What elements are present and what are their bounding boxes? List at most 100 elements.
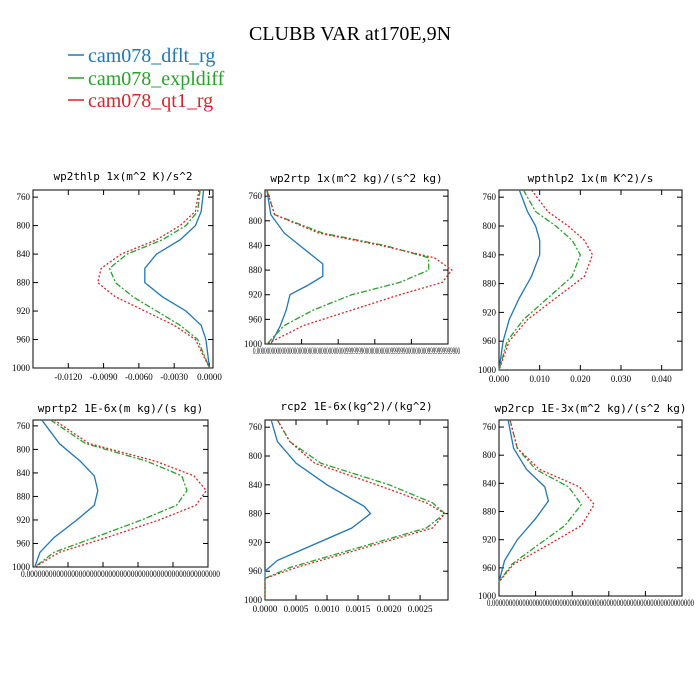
y-tick-label: 760 [249,422,263,432]
plot-frame [32,189,214,369]
series-line-cam078_qt1_rg [498,419,595,583]
series-line-cam078_qt1_rg [266,189,453,345]
series-line-cam078_dflt_rg [266,189,324,345]
y-tick-label: 760 [483,192,497,202]
x-tick-label: 0.00000000000000000000000000000000000099… [253,346,460,356]
y-tick-label: 840 [483,478,497,488]
y-tick-label: 800 [249,451,263,461]
series-line-cam078_expldiff [266,189,430,345]
y-tick-label: 960 [249,566,263,576]
legend: cam078_dflt_rg cam078_expldiff cam078_qt… [68,45,225,112]
y-tick-label: 880 [249,265,263,275]
y-tick-label: 920 [17,515,31,525]
x-tick-label: 0.020 [570,374,591,384]
y-tick-label: 760 [249,191,263,201]
panel-title: wp2rcp 1E-3x(m^2 kg)/(s^2 kg) [494,402,686,415]
y-tick-label: 840 [483,250,497,260]
series-line-cam078_qt1_rg [96,189,211,369]
y-tick-label: 920 [483,307,497,317]
series-line-cam078_expldiff [264,419,446,600]
x-tick-label: 0.0015 [346,604,371,614]
panel-0: wp2thlp 1x(m^2 K)/s^2 760 800 840 880 920 960 1… [12,170,222,382]
series-line-cam078_qt1_rg [34,419,208,568]
x-tick-label: 0.030 [611,374,632,384]
x-tick-label: -0.0060 [125,372,153,382]
y-tick-label: 960 [17,335,31,345]
series-line-cam078_expldiff [34,419,188,568]
series-line-cam078_dflt_rg [34,419,99,568]
y-tick-label: 880 [483,279,497,289]
y-tick-label: 920 [249,537,263,547]
y-tick-label: 1000 [478,365,497,375]
series-line-cam078_qt1_rg [498,189,594,371]
panel-3: wprtp2 1E-6x(m kg)/(s kg) 760 800 840 880 920… [12,402,220,579]
y-tick-label: 960 [483,336,497,346]
legend-label-2: cam078_qt1_rg [88,90,213,112]
plot-frame [32,419,209,568]
series-line-cam078_dflt_rg [144,189,211,369]
x-tick-label: 0.0025 [408,604,433,614]
x-tick-label: 0.0010 [315,604,340,614]
series-line-cam078_qt1_rg [264,419,446,600]
panel-5: wp2rcp 1E-3x(m^2 kg)/(s^2 kg) 760 800 840 88… [478,402,694,608]
x-tick-label: 0.0005 [284,604,309,614]
legend-label-1: cam078_expldiff [88,68,225,90]
panel-title: rcp2 1E-6x(kg^2)/(kg^2) [280,400,432,413]
x-tick-label: 0.010 [530,374,551,384]
y-tick-label: 960 [17,538,31,548]
panel-2: wpthlp2 1x(m K^2)/s 760 800 840 880 920 960 100… [478,172,683,384]
y-tick-label: 880 [249,509,263,519]
y-tick-label: 1000 [478,591,497,601]
panel-4: rcp2 1E-6x(kg^2)/(kg^2) 760 800 840 880 920 96… [244,400,449,614]
x-tick-label: -0.0090 [90,372,118,382]
x-tick-label: 0.00000000000000000000000000000000000000… [21,569,220,579]
panel-title: wpthlp2 1x(m K^2)/s [528,172,654,185]
y-tick-label: 880 [17,491,31,501]
y-tick-label: 920 [17,306,31,316]
y-tick-label: 880 [17,278,31,288]
legend-label-0: cam078_dflt_rg [88,45,215,67]
x-tick-label: 0.000 [489,374,510,384]
y-tick-label: 840 [17,468,31,478]
y-tick-label: 800 [17,444,31,454]
y-tick-label: 880 [483,507,497,517]
y-tick-label: 920 [483,535,497,545]
plot-frame [264,419,449,601]
panel-title: wp2rtp 1x(m^2 kg)/(s^2 kg) [270,172,442,185]
panel-title: wprtp2 1E-6x(m kg)/(s kg) [38,402,204,415]
x-tick-label: 0.0000 [253,604,278,614]
figure-title: CLUBB VAR at170E,9N [249,23,451,45]
y-tick-label: 840 [249,240,263,250]
y-tick-label: 800 [483,450,497,460]
series-line-cam078_expldiff [498,189,582,371]
y-tick-label: 760 [17,192,31,202]
series-line-cam078_dflt_rg [264,419,372,600]
x-tick-label: -0.0030 [160,372,188,382]
y-tick-label: 760 [17,421,31,431]
y-tick-label: 760 [483,422,497,432]
y-tick-label: 1000 [244,595,263,605]
y-tick-label: 840 [249,480,263,490]
plot-frame [498,419,683,597]
x-tick-label: 0.0000 [197,372,222,382]
series-line-cam078_expldiff [498,419,583,583]
x-tick-label: 0.0020 [377,604,402,614]
y-tick-label: 800 [249,216,263,226]
panel-title: wp2thlp 1x(m^2 K)/s^2 [53,170,192,183]
series-line-cam078_dflt_rg [498,189,541,371]
y-tick-label: 920 [249,290,263,300]
y-tick-label: 800 [483,221,497,231]
series-line-cam078_dflt_rg [498,419,550,583]
x-tick-label: -0.0120 [54,372,82,382]
panels: wp2thlp 1x(m^2 K)/s^2 760 800 840 880 920 960 1… [12,170,694,614]
panel-1: wp2rtp 1x(m^2 kg)/(s^2 kg) 760 800 840 880 92… [244,172,460,356]
y-tick-label: 960 [249,314,263,324]
series-line-cam078_expldiff [108,189,211,369]
y-tick-label: 840 [17,249,31,259]
x-tick-label: 0.00000000000000000000000000000000000000… [487,598,694,608]
y-tick-label: 1000 [12,562,31,572]
y-tick-label: 800 [17,221,31,231]
y-tick-label: 1000 [244,339,263,349]
y-tick-label: 1000 [12,363,31,373]
